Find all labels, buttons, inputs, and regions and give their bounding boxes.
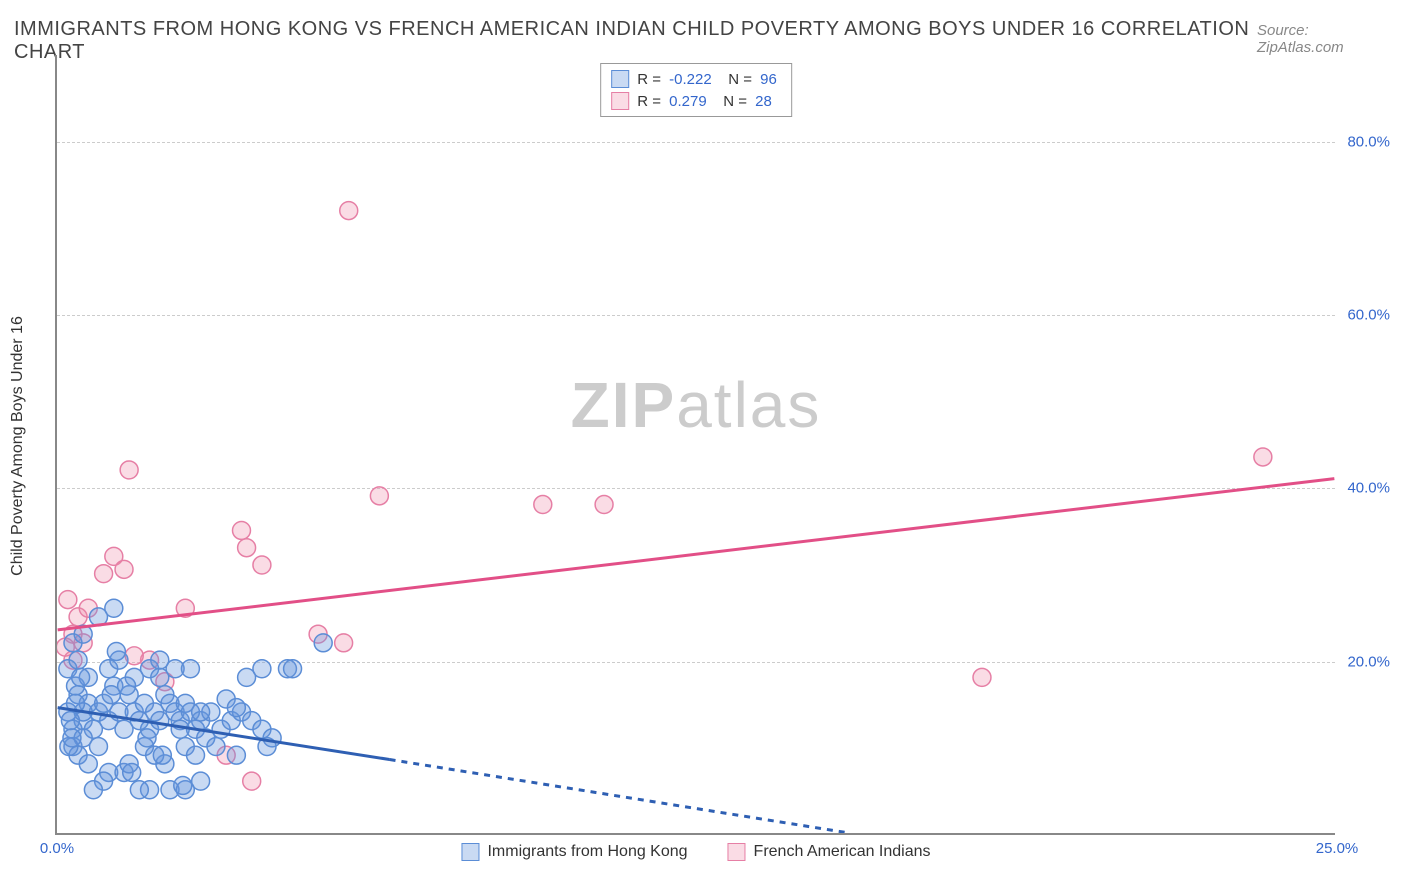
scatter-point [79,755,97,773]
xtick-label: 0.0% [40,840,74,857]
scatter-point [59,591,77,609]
scatter-point [84,781,102,799]
legend-row-blue: R = -0.222 N = 96 [611,68,781,90]
legend-swatch-pink [611,92,629,110]
scatter-point [595,496,613,514]
scatter-point [118,677,136,695]
scatter-point [120,461,138,479]
source-value: ZipAtlas.com [1257,39,1344,56]
scatter-point [340,202,358,220]
legend-label-blue: Immigrants from Hong Kong [487,843,687,861]
scatter-point [181,660,199,678]
scatter-point [233,521,251,539]
scatter-point [90,738,108,756]
scatter-point [153,746,171,764]
xtick-label: 25.0% [1316,840,1359,857]
scatter-point [151,651,169,669]
source-attribution: Source: ZipAtlas.com [1257,22,1392,56]
r-label: R = [637,93,661,110]
scatter-point [192,772,210,790]
ytick-label: 80.0% [1340,133,1390,150]
legend-swatch-blue-icon [461,843,479,861]
scatter-point [227,699,245,717]
r-value-pink: 0.279 [665,93,711,110]
scatter-point [69,651,87,669]
scatter-point [61,712,79,730]
scatter-point [138,729,156,747]
scatter-point [227,746,245,764]
scatter-point [123,764,141,782]
legend-item-blue: Immigrants from Hong Kong [461,843,687,861]
n-label: N = [728,71,752,88]
scatter-point [253,556,271,574]
scatter-point [63,729,81,747]
scatter-point [284,660,302,678]
scatter-point [238,668,256,686]
scatter-point [130,781,148,799]
legend-correlation-box: R = -0.222 N = 96 R = 0.279 N = 28 [600,63,792,117]
scatter-point [238,539,256,557]
scatter-point [107,642,125,660]
scatter-point [335,634,353,652]
n-value-blue: 96 [756,71,781,88]
scatter-point [1254,448,1272,466]
legend-text-blue: R = -0.222 N = 96 [637,71,781,88]
legend-series: Immigrants from Hong Kong French America… [461,843,930,861]
scatter-point [115,560,133,578]
n-label: N = [723,93,747,110]
y-axis-title: Child Poverty Among Boys Under 16 [9,316,27,576]
legend-item-pink: French American Indians [728,843,931,861]
trend-line [390,760,850,833]
scatter-point [370,487,388,505]
scatter-point [534,496,552,514]
legend-swatch-blue [611,70,629,88]
legend-row-pink: R = 0.279 N = 28 [611,90,781,112]
plot-area: ZIPatlas R = -0.222 N = 96 R = 0.279 N =… [55,55,1335,835]
scatter-point [95,565,113,583]
ytick-label: 40.0% [1340,480,1390,497]
scatter-point [243,772,261,790]
legend-text-pink: R = 0.279 N = 28 [637,93,776,110]
scatter-point [174,776,192,794]
r-label: R = [637,71,661,88]
scatter-point [207,738,225,756]
ytick-label: 20.0% [1340,653,1390,670]
scatter-point [192,703,210,721]
scatter-point [973,668,991,686]
scatter-point [187,746,205,764]
r-value-blue: -0.222 [665,71,716,88]
ytick-label: 60.0% [1340,307,1390,324]
scatter-point [314,634,332,652]
chart-svg [57,55,1335,833]
source-label: Source: [1257,22,1309,39]
scatter-point [72,668,90,686]
n-value-pink: 28 [751,93,776,110]
legend-label-pink: French American Indians [754,843,931,861]
legend-swatch-pink-icon [728,843,746,861]
